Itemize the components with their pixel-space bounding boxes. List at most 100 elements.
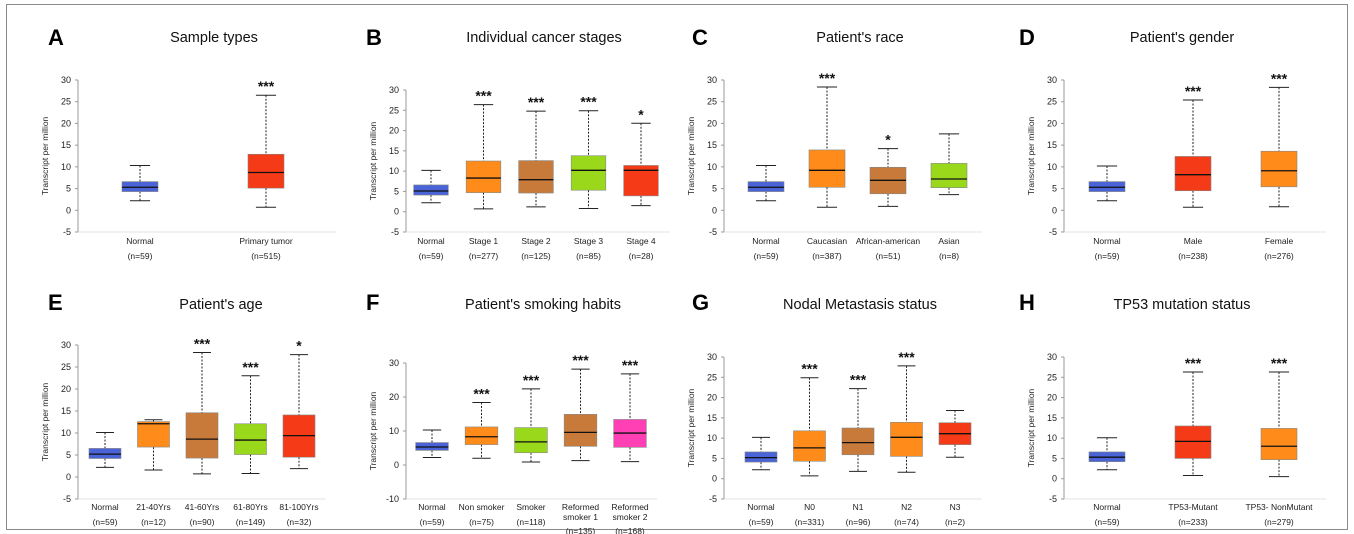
y-tick-label: 15 [61,140,71,150]
box-primary-tumor: *** [247,78,285,208]
significance-marker: *** [1271,355,1288,371]
y-tick-label: 30 [1047,75,1057,85]
y-tick-label: 10 [707,162,717,172]
y-tick-label: 5 [66,450,71,460]
panel-letter: E [48,290,63,315]
iqr-box [137,421,170,448]
significance-marker: *** [850,372,867,388]
iqr-box [1260,428,1298,460]
y-tick-label: 30 [389,358,399,368]
significance-marker: *** [475,88,492,104]
iqr-box [1260,150,1298,188]
panel-letter: A [48,25,64,50]
y-tick-label: 15 [1047,140,1057,150]
panel-title: Patient's race [816,30,903,46]
iqr-box [121,181,159,192]
sample-count-label: (n=51) [876,251,901,261]
y-tick-label: 0 [66,205,71,215]
y-axis-label: Transcript per million [40,382,50,461]
category-label: Asian [938,236,960,246]
category-label: Reformed smoker 1 [562,502,600,522]
y-tick-label: -5 [391,227,399,237]
y-tick-label: 25 [1047,372,1057,382]
sample-count-label: (n=149) [236,517,266,527]
significance-marker: *** [473,385,490,401]
y-tick-label: 0 [712,474,717,484]
iqr-box [808,149,846,188]
box-caucasian: *** [808,70,846,208]
y-tick-label: 0 [394,207,399,217]
panel-title: TP53 mutation status [1113,297,1250,313]
iqr-box [247,153,285,189]
y-tick-label: 25 [389,105,399,115]
sample-count-label: (n=90) [190,517,215,527]
category-label: Male [1184,236,1203,246]
y-tick-label: 10 [1047,433,1057,443]
significance-marker: *** [258,78,275,94]
box-asian [930,133,968,196]
significance-marker: *** [1271,70,1288,86]
significance-marker: *** [622,357,639,373]
iqr-box [563,414,598,447]
y-tick-label: 15 [389,146,399,156]
sample-count-label: (n=135) [566,526,596,534]
box-normal [744,436,778,471]
sample-count-label: (n=59) [1095,517,1120,527]
sample-count-label: (n=276) [1264,251,1294,261]
sample-count-label: (n=59) [420,517,445,527]
box-61-80yrs: *** [234,359,267,474]
y-tick-label: 20 [1047,393,1057,403]
y-tick-label: 25 [707,372,717,382]
category-label: Non smoker [459,502,505,512]
panel-title: Patient's gender [1130,30,1235,46]
sample-count-label: (n=32) [287,517,312,527]
category-label: African-american [856,236,921,246]
sample-count-label: (n=59) [754,251,779,261]
box-n3 [938,410,972,458]
iqr-box [518,160,554,194]
significance-marker: *** [528,94,545,110]
y-axis-label: Transcript per million [1026,116,1036,195]
y-tick-label: 10 [1047,162,1057,172]
sample-count-label: (n=12) [141,517,166,527]
box-stage-2: *** [518,94,554,208]
panel-letter: D [1019,25,1035,50]
iqr-box [1174,425,1212,459]
box-normal [415,429,449,459]
panel-d: D Patient's gender -5 0 5 10 15 20 25 30 Transcrip… [1019,25,1327,261]
y-tick-label: 30 [707,352,717,362]
iqr-box [514,427,548,454]
y-tick-label: -5 [709,494,717,504]
y-axis-label: Transcript per million [1026,388,1036,467]
y-tick-label: 10 [707,433,717,443]
category-label: Normal [752,236,780,246]
iqr-box [1088,181,1126,192]
y-tick-label: 0 [1052,205,1057,215]
significance-marker: *** [580,94,597,110]
sample-count-label: (n=74) [894,517,919,527]
iqr-box [1174,156,1212,192]
box-reformed-smoker-1: *** [563,352,598,462]
category-label: N2 [901,502,912,512]
category-label: Stage 2 [521,236,551,246]
significance-marker: *** [572,352,589,368]
sample-count-label: (n=387) [812,251,842,261]
y-tick-label: 15 [707,140,717,150]
y-tick-label: -5 [1049,494,1057,504]
box-stage-1: *** [465,88,502,210]
y-tick-label: 10 [389,166,399,176]
box-african-american: * [869,132,907,207]
panel-title: Sample types [170,30,258,46]
category-label: Primary tumor [239,236,293,246]
box-tp53-mutant: *** [1174,355,1212,476]
y-tick-label: 20 [61,118,71,128]
iqr-box [234,423,267,455]
sample-count-label: (n=515) [251,251,281,261]
category-label: Normal [747,502,775,512]
y-tick-label: 25 [61,362,71,372]
iqr-box [841,427,875,456]
iqr-box [464,426,499,445]
box-reformed-smoker-2: *** [613,357,647,463]
panel-letter: G [692,290,709,315]
